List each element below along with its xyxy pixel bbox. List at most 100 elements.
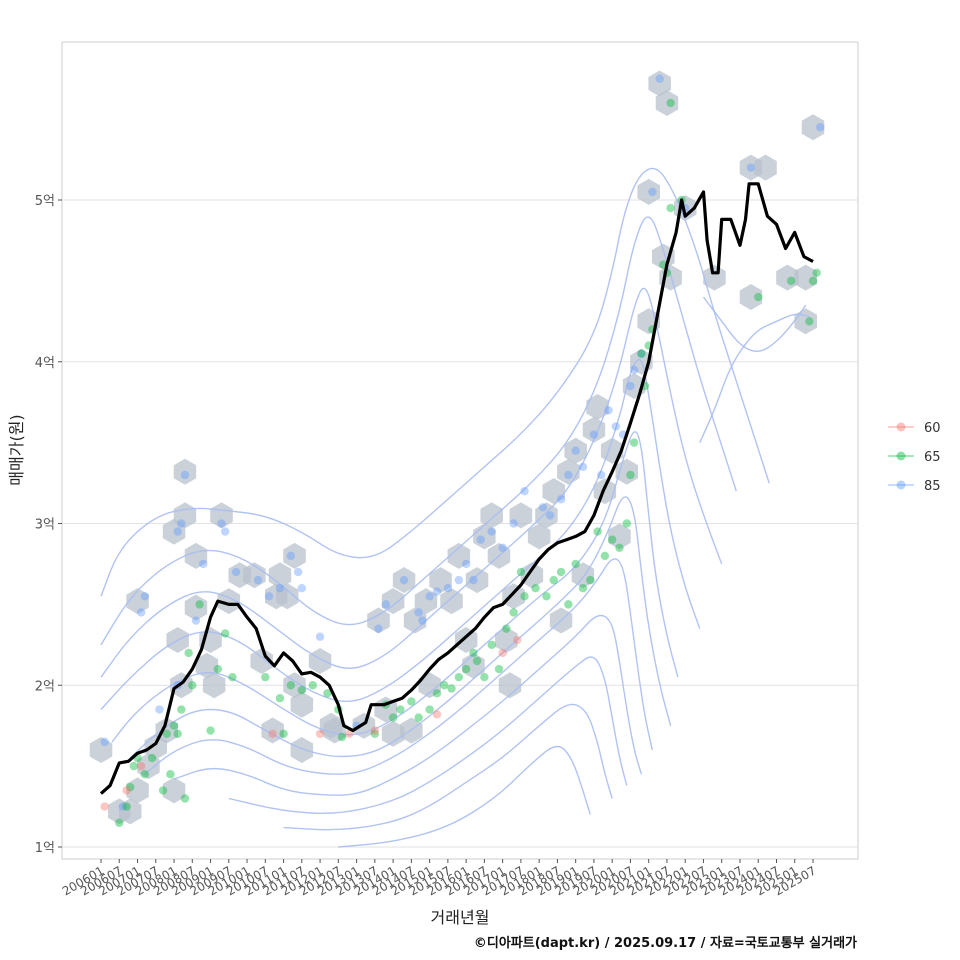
point-85 xyxy=(476,535,485,544)
hex-bin xyxy=(283,542,306,569)
trend-line-group xyxy=(99,182,814,795)
point-65 xyxy=(115,818,124,827)
point-85 xyxy=(231,567,241,577)
point-85 xyxy=(399,575,409,585)
point-65 xyxy=(520,592,529,601)
point-65 xyxy=(396,705,405,714)
point-65 xyxy=(206,726,215,735)
point-65 xyxy=(158,786,168,795)
point-65 xyxy=(571,559,580,569)
point-85 xyxy=(746,163,756,172)
point-65 xyxy=(516,567,526,577)
hex-bin xyxy=(582,416,606,443)
point-85 xyxy=(286,551,296,561)
y-tick-label: 3억 xyxy=(35,518,55,533)
point-85 xyxy=(626,381,635,391)
hex-bin xyxy=(794,264,817,291)
hex-bin xyxy=(89,737,113,763)
point-65 xyxy=(629,438,639,447)
hex-bin xyxy=(173,458,197,485)
point-65 xyxy=(169,721,179,730)
point-60 xyxy=(370,726,380,735)
point-65 xyxy=(754,292,763,302)
point-65 xyxy=(337,732,347,742)
hex-bin xyxy=(418,672,441,699)
hex-bin xyxy=(184,542,208,569)
trend-line xyxy=(99,182,814,795)
point-65 xyxy=(370,729,380,738)
point-85 xyxy=(648,187,657,197)
hex-bin xyxy=(801,114,825,141)
hex-bin xyxy=(381,588,405,615)
point-60 xyxy=(315,729,325,738)
point-65 xyxy=(414,713,423,722)
point-85 xyxy=(578,462,588,472)
contour-line xyxy=(699,313,810,443)
hex-bin xyxy=(290,737,314,763)
point-85 xyxy=(315,632,325,641)
contour-line xyxy=(702,296,807,352)
point-85 xyxy=(520,486,529,496)
point-65 xyxy=(388,713,398,722)
point-65 xyxy=(213,664,223,674)
point-85 xyxy=(443,584,453,593)
point-85 xyxy=(637,349,646,358)
hex-bin xyxy=(776,264,799,291)
point-65 xyxy=(275,693,285,703)
point-65 xyxy=(556,567,566,577)
point-65 xyxy=(440,681,449,690)
point-65 xyxy=(494,664,504,674)
point-85 xyxy=(220,527,230,536)
hex-bin xyxy=(648,70,671,97)
hex-bin xyxy=(655,90,679,116)
point-65 xyxy=(228,672,237,682)
point-85 xyxy=(381,600,390,609)
point-65 xyxy=(480,672,489,682)
point-65 xyxy=(502,624,511,633)
hex-bin xyxy=(509,502,533,529)
hex-bin xyxy=(137,753,160,780)
point-65 xyxy=(786,276,796,286)
y-axis-ticks: 1억 2억 3억 4억 5억 xyxy=(35,194,62,856)
point-65 xyxy=(308,681,317,690)
contour-line xyxy=(228,656,628,814)
hex-bin xyxy=(290,691,314,718)
point-85 xyxy=(425,592,434,601)
hex-bin xyxy=(739,284,763,310)
point-65 xyxy=(188,681,197,690)
point-65 xyxy=(261,672,270,682)
point-65 xyxy=(666,98,675,108)
hex-bin xyxy=(276,583,299,610)
hex-bin xyxy=(754,154,777,181)
point-65 xyxy=(564,600,573,609)
point-65 xyxy=(140,770,150,779)
point-65 xyxy=(180,794,190,803)
hex-bin xyxy=(202,672,226,699)
y-tick-label: 2억 xyxy=(35,679,55,694)
legend-swatch-point-85 xyxy=(896,480,906,490)
density-contours xyxy=(100,167,810,848)
point-65 xyxy=(578,584,588,593)
point-65 xyxy=(297,685,307,695)
point-65 xyxy=(586,575,595,585)
hex-bin xyxy=(367,607,390,634)
point-85 xyxy=(469,575,478,585)
point-60 xyxy=(136,761,146,771)
point-65 xyxy=(469,648,478,658)
hex-bin xyxy=(586,394,609,420)
point-85 xyxy=(589,430,599,439)
point-85 xyxy=(597,470,606,480)
point-65 xyxy=(184,648,193,658)
point-85 xyxy=(100,737,109,747)
legend-swatch-point-65 xyxy=(896,451,906,461)
point-65 xyxy=(220,629,230,638)
point-85 xyxy=(816,123,825,132)
point-85 xyxy=(611,422,621,431)
point-65 xyxy=(147,753,157,763)
hex-bin xyxy=(283,672,306,699)
point-60 xyxy=(498,648,507,658)
point-65 xyxy=(542,592,551,601)
point-65 xyxy=(126,782,135,792)
hex-bin xyxy=(429,567,452,594)
